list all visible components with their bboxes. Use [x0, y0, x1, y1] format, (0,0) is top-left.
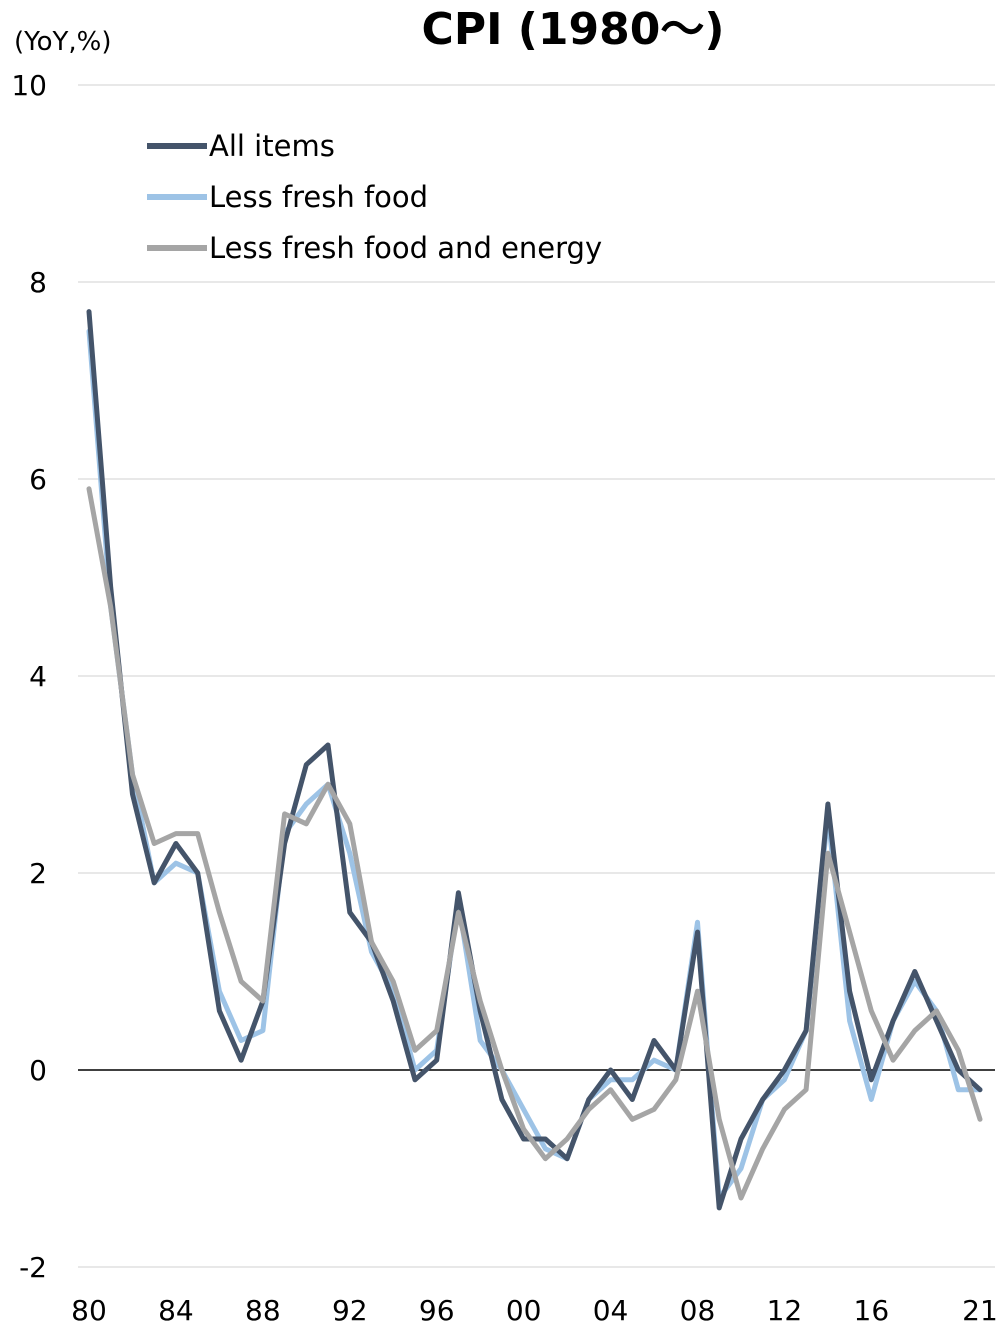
x-tick-label: 96: [419, 1294, 455, 1327]
x-tick-label: 84: [158, 1294, 194, 1327]
series-line-less-fresh-food-and-energy: [86, 486, 983, 1201]
legend: All items Less fresh food Less fresh food …: [147, 129, 602, 265]
x-tick-label: 00: [506, 1294, 542, 1327]
x-tick-label: 16: [854, 1294, 890, 1327]
x-tick-label: 88: [245, 1294, 281, 1327]
x-tick-label: 12: [767, 1294, 803, 1327]
series-lines: [86, 309, 983, 1211]
y-tick-label: 10: [11, 69, 47, 102]
x-tick-label: 21: [962, 1294, 998, 1327]
y-tick-label: 6: [29, 463, 47, 496]
chart-title: CPI (1980～): [422, 4, 725, 55]
x-axis-ticks: 80 84 88 92 96 00 04 08 12 16 21: [71, 1294, 998, 1327]
legend-label: All items: [209, 129, 335, 163]
y-tick-label: 8: [29, 266, 47, 299]
y-tick-label: 2: [29, 857, 47, 890]
y-tick-label: 0: [29, 1054, 47, 1087]
y-axis-ticks: -2 0 2 4 6 8 10: [11, 69, 47, 1284]
series-line-less-fresh-food: [86, 328, 983, 1201]
y-tick-label: 4: [29, 660, 47, 693]
x-tick-label: 80: [71, 1294, 107, 1327]
y-tick-label: -2: [19, 1251, 47, 1284]
x-tick-label: 92: [332, 1294, 368, 1327]
legend-label: Less fresh food and energy: [209, 231, 602, 265]
x-tick-label: 08: [680, 1294, 716, 1327]
y-axis-unit-label: (YoY,%): [14, 27, 111, 57]
gridlines: [78, 84, 995, 1268]
series-line-all-items: [86, 309, 983, 1211]
x-tick-label: 04: [593, 1294, 629, 1327]
legend-label: Less fresh food: [209, 180, 428, 214]
